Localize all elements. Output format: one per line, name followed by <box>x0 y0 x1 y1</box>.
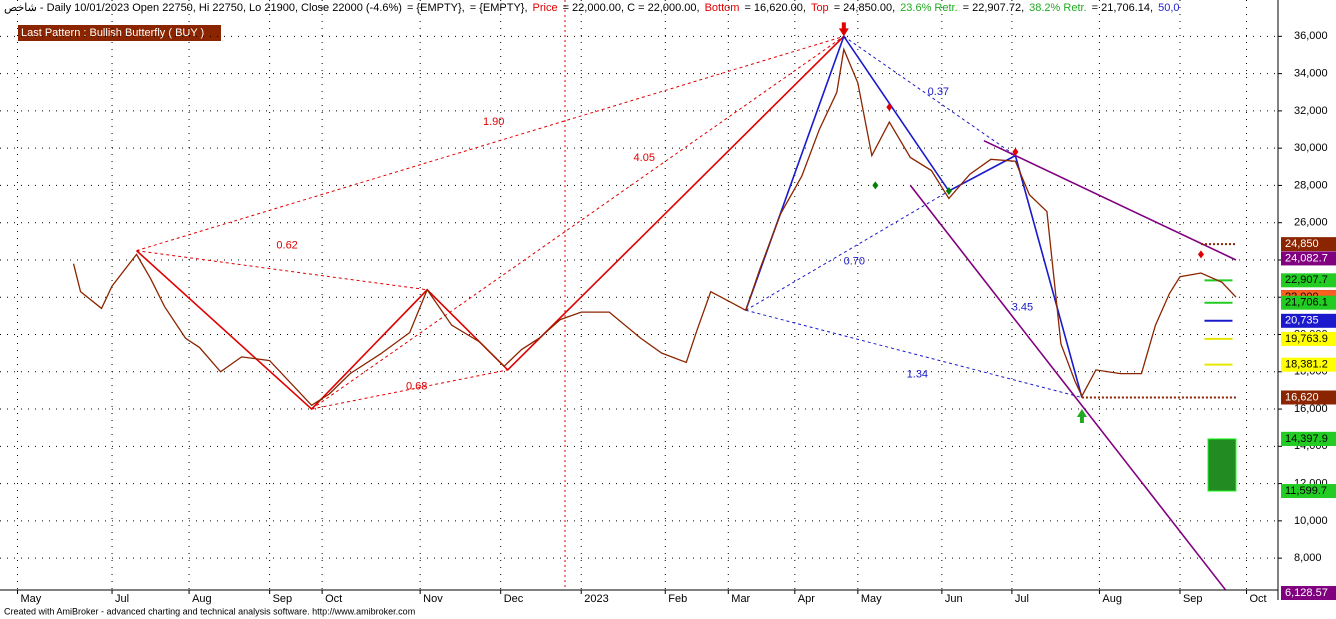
signal-marker <box>1076 409 1087 424</box>
y-tick-label: 16,000 <box>1294 403 1328 415</box>
price-label: 24,082.7 <box>1285 252 1328 264</box>
ratio-label: 0.62 <box>276 240 297 252</box>
header-segment: = 22,000.00, C = 22,000.00, <box>563 2 700 14</box>
x-tick-label: Apr <box>798 593 815 605</box>
header-segment: 50,0 <box>1158 2 1179 14</box>
header-segment: = {EMPTY}, <box>407 2 465 14</box>
price-label: 21,706.1 <box>1285 297 1328 309</box>
header-segment: Price <box>533 2 558 14</box>
y-tick-label: 34,000 <box>1294 68 1328 80</box>
header-segment: 23.6% Retr. <box>900 2 957 14</box>
pattern-label-box <box>18 25 221 41</box>
footer: Created with AmiBroker - advanced charti… <box>4 606 415 616</box>
ratio-label: 0.37 <box>928 86 949 98</box>
header-segment: = 16,620.00, <box>744 2 805 14</box>
x-tick-label: Aug <box>1102 593 1122 605</box>
signal-marker <box>886 103 893 112</box>
header-segment: = {EMPTY}, <box>470 2 528 14</box>
header-segment: شاخص - Daily 10/01/2023 Open 22750, Hi 2… <box>4 2 402 14</box>
y-tick-label: 30,000 <box>1294 142 1328 154</box>
x-tick-label: Oct <box>325 593 342 605</box>
pattern-line <box>843 35 1016 157</box>
header-segment: = 21,706.14, <box>1092 2 1153 14</box>
x-tick-label: Sep <box>273 593 293 605</box>
header: شاخص - Daily 10/01/2023 Open 22750, Hi 2… <box>4 2 1180 14</box>
x-tick-label: Feb <box>668 593 687 605</box>
ratio-label: 0.70 <box>844 255 865 267</box>
target-zone <box>1207 438 1237 492</box>
price-label: 16,620 <box>1285 391 1319 403</box>
x-tick-label: Aug <box>192 593 212 605</box>
price-label: 6,128.57 <box>1285 587 1328 599</box>
x-tick-label: May <box>861 593 882 605</box>
price-label: 14,397.9 <box>1285 433 1328 445</box>
price-label-box <box>1281 331 1336 346</box>
x-tick-label: Jul <box>115 593 129 605</box>
ratio-label: 0.68 <box>406 380 427 392</box>
price-line <box>72 47 1237 407</box>
price-label: 18,381.2 <box>1285 359 1328 371</box>
signal-marker <box>1012 147 1019 156</box>
price-label-box <box>1281 390 1336 405</box>
x-tick-label: Nov <box>423 593 443 605</box>
pattern-label: Last Pattern : Bullish Butterfly ( BUY ) <box>21 27 204 39</box>
ratio-label: 1.90 <box>483 116 504 128</box>
x-tick-label: Sep <box>1183 593 1203 605</box>
y-tick-label: 26,000 <box>1294 217 1328 229</box>
header-segment: Top <box>811 2 829 14</box>
price-label-box <box>1281 313 1336 328</box>
header-segment: = 22,907.72, <box>963 2 1024 14</box>
header-segment: 38.2% Retr. <box>1029 2 1086 14</box>
price-label: 22,907.7 <box>1285 274 1328 286</box>
y-tick-label: 32,000 <box>1294 105 1328 117</box>
price-label-box <box>1281 357 1336 372</box>
price-label: 11,599.7 <box>1285 485 1327 497</box>
y-tick-label: 8,000 <box>1294 552 1322 564</box>
signal-marker <box>1197 250 1204 259</box>
price-label-box <box>1281 295 1336 310</box>
price-label: 24,850 <box>1285 238 1319 250</box>
y-tick-label: 28,000 <box>1294 179 1328 191</box>
ratio-label: 4.05 <box>634 152 655 164</box>
pattern-line <box>909 184 1227 591</box>
signal-marker <box>838 22 849 37</box>
signal-marker <box>872 181 879 190</box>
header-segment: Bottom <box>705 2 740 14</box>
x-tick-label: Jun <box>945 593 963 605</box>
ratio-label: 1.34 <box>907 368 928 380</box>
price-label-box <box>1281 431 1336 446</box>
x-tick-label: Jul <box>1015 593 1029 605</box>
pattern-line <box>311 35 845 410</box>
y-tick-label: 10,000 <box>1294 515 1328 527</box>
price-label: 19,763.9 <box>1285 333 1328 345</box>
x-tick-label: May <box>21 593 42 605</box>
price-label-box <box>1281 251 1336 266</box>
pattern-line <box>136 250 428 291</box>
price-label-box <box>1281 586 1336 601</box>
pattern-line <box>983 139 1237 261</box>
y-tick-label: 36,000 <box>1294 30 1328 42</box>
x-tick-label: Mar <box>731 593 750 605</box>
signal-marker <box>945 187 952 196</box>
ratio-label: 3.45 <box>1012 302 1033 314</box>
price-label-box <box>1281 273 1336 288</box>
x-tick-label: Oct <box>1249 593 1266 605</box>
price-label: 20,735 <box>1285 315 1319 327</box>
price-label-box <box>1281 484 1336 499</box>
header-segment: = 24,850.00, <box>834 2 895 14</box>
price-label-box <box>1281 237 1336 252</box>
x-tick-label: 2023 <box>584 593 608 605</box>
pattern-line <box>745 309 1083 398</box>
x-tick-label: Dec <box>504 593 524 605</box>
